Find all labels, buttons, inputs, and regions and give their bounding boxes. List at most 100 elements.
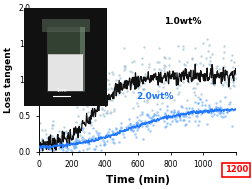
Point (214, 105, 218, 108)
Point (184, 106, 188, 109)
Point (82, 138, 86, 141)
Point (129, 76, 133, 79)
Point (181, 119, 185, 122)
Point (74, 136, 78, 139)
Point (167, 63, 171, 66)
Point (114, 127, 118, 130)
Point (137, 122, 141, 125)
Point (175, 112, 179, 115)
Point (159, 115, 163, 118)
Point (170, 116, 174, 119)
Point (145, 98, 149, 101)
Point (131, 124, 135, 127)
Point (138, 113, 142, 116)
Point (91, 135, 95, 138)
Point (110, 129, 114, 132)
Point (176, 45, 180, 48)
Point (120, 129, 124, 132)
Point (200, 104, 204, 107)
Point (158, 73, 162, 76)
Point (99, 148, 103, 151)
Point (162, 64, 166, 67)
Point (175, 77, 179, 80)
Point (54, 139, 58, 143)
Point (163, 112, 167, 115)
Point (196, 101, 200, 104)
Point (43, 128, 47, 131)
Point (205, 38, 209, 41)
Point (199, 54, 203, 57)
Point (66, 141, 70, 144)
Point (39, 142, 43, 145)
Point (136, 74, 140, 77)
Point (191, 87, 195, 90)
Point (89, 138, 93, 141)
Point (128, 123, 132, 126)
Point (129, 128, 133, 131)
Point (68, 135, 72, 138)
Point (162, 120, 166, 123)
Point (47, 135, 51, 138)
Point (181, 44, 185, 47)
Point (196, 123, 200, 126)
Point (97, 134, 101, 137)
Point (64, 149, 68, 152)
Point (130, 70, 134, 73)
Point (62, 125, 66, 129)
Point (135, 129, 139, 132)
Point (151, 115, 155, 118)
Point (229, 109, 233, 112)
Point (228, 86, 232, 89)
Point (127, 118, 131, 121)
Point (75, 106, 79, 109)
Point (156, 79, 160, 82)
Point (143, 72, 147, 75)
Point (74, 139, 78, 142)
Point (51, 120, 55, 123)
Point (76, 127, 80, 130)
Point (218, 100, 222, 103)
Point (45, 144, 49, 147)
Point (167, 115, 171, 119)
Point (146, 113, 150, 116)
Point (53, 147, 57, 150)
Point (169, 110, 173, 113)
Point (176, 109, 180, 112)
Point (135, 122, 139, 125)
Point (94, 144, 98, 147)
Point (101, 112, 105, 115)
Point (186, 70, 190, 74)
Point (103, 142, 107, 145)
Point (182, 113, 186, 116)
Point (42, 153, 46, 156)
Point (93, 147, 97, 150)
Point (117, 88, 121, 91)
Point (188, 75, 192, 78)
Point (228, 81, 232, 84)
Point (65, 151, 69, 154)
Point (159, 68, 163, 71)
Point (106, 131, 110, 134)
Point (73, 143, 77, 146)
Point (96, 96, 100, 99)
Point (40, 147, 44, 150)
Point (113, 78, 117, 81)
Point (50, 135, 54, 138)
Point (231, 109, 235, 112)
Point (45, 145, 49, 148)
Point (136, 80, 140, 83)
Point (97, 97, 101, 100)
Point (85, 147, 89, 150)
Point (109, 111, 113, 114)
Point (179, 75, 183, 78)
Point (175, 86, 179, 89)
Point (221, 111, 225, 114)
Point (129, 79, 133, 82)
Point (164, 125, 168, 128)
Point (230, 125, 234, 128)
Point (151, 124, 155, 127)
Point (178, 76, 182, 79)
Point (211, 109, 215, 112)
Point (217, 68, 222, 71)
Point (61, 144, 66, 147)
